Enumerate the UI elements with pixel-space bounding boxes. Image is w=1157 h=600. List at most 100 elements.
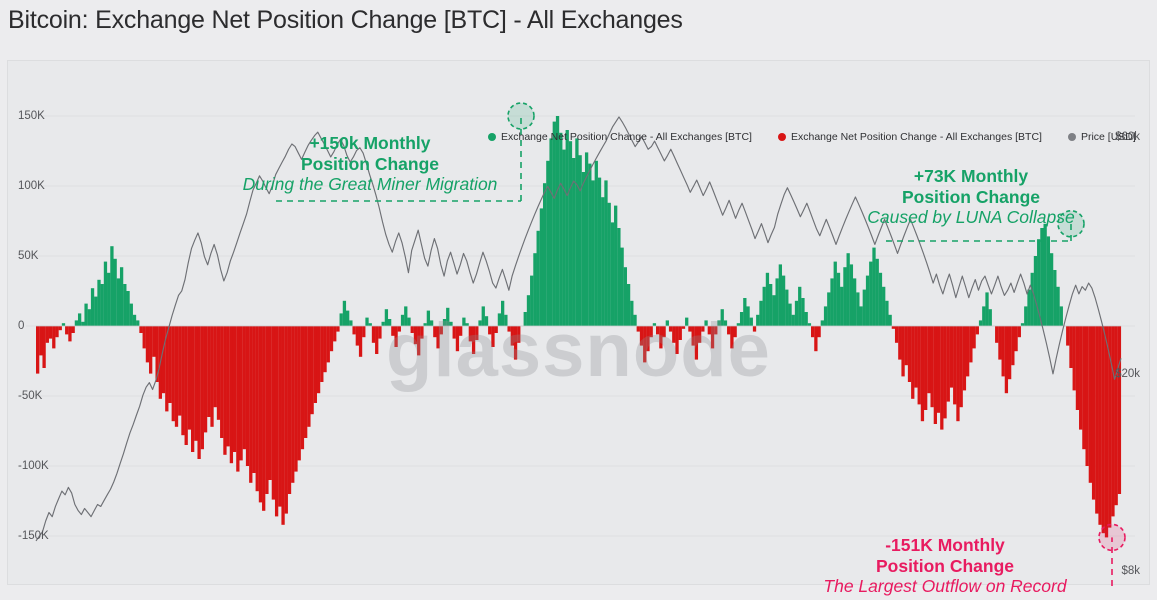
bar [242, 326, 246, 450]
bar [174, 326, 179, 427]
bar [271, 326, 276, 500]
bar [378, 326, 382, 339]
bar [736, 323, 741, 326]
bar [142, 326, 146, 349]
bar [959, 326, 963, 408]
bar [168, 326, 172, 403]
bar [413, 326, 418, 345]
bar [982, 306, 986, 326]
bar [452, 326, 456, 339]
bar [1111, 326, 1115, 517]
bar [391, 326, 395, 336]
bar [536, 230, 540, 326]
bar [368, 323, 372, 326]
bar [184, 326, 188, 445]
bar [975, 326, 979, 335]
bar [862, 289, 866, 326]
legend-item-0[interactable]: Exchange Net Position Change - All Excha… [488, 131, 752, 143]
bar [39, 326, 43, 356]
annotation-line3: The Largest Outflow on Record [823, 576, 1067, 597]
bar [262, 326, 266, 511]
bar [704, 320, 708, 326]
y-axis-tick-left: 150K [18, 110, 45, 122]
bar [417, 326, 421, 356]
bar [869, 261, 873, 326]
bar [610, 222, 615, 326]
bar [384, 309, 389, 326]
bar [126, 291, 130, 326]
y-axis-tick-left: 50K [18, 250, 39, 262]
bar [371, 326, 376, 343]
bar [614, 205, 618, 326]
y-axis-tick-left: -50K [18, 390, 43, 402]
bar [136, 320, 140, 326]
bar [449, 321, 453, 326]
bar [940, 326, 944, 430]
legend-item-1[interactable]: Exchange Net Position Change - All Excha… [777, 131, 1042, 143]
bar [1037, 239, 1041, 326]
y-axis-tick-left: -100K [18, 460, 49, 472]
bar [375, 326, 379, 354]
bar [55, 326, 59, 338]
bar [775, 278, 779, 326]
bar [943, 326, 947, 419]
bar [68, 326, 72, 342]
bar [100, 284, 104, 326]
bar [833, 261, 837, 326]
bar [1072, 326, 1076, 391]
bar [81, 321, 85, 326]
bar [119, 267, 124, 326]
bar [77, 313, 82, 326]
bar [878, 272, 883, 326]
bar [468, 326, 473, 342]
bar [291, 326, 295, 483]
legend-item-2[interactable]: Price [USD] [1067, 131, 1136, 143]
bar [139, 326, 143, 333]
bar [326, 326, 330, 363]
bar [1001, 326, 1005, 377]
bar [949, 326, 954, 388]
bar [507, 326, 511, 332]
bar [478, 320, 482, 326]
bar [933, 326, 938, 424]
bar [426, 310, 431, 326]
bar [316, 326, 321, 394]
bar [210, 326, 214, 427]
bar [71, 326, 75, 333]
bar [956, 326, 960, 422]
bar [404, 306, 408, 326]
bar [572, 158, 576, 326]
annotation-line1: -151K Monthly [885, 535, 1005, 555]
bar [1108, 326, 1112, 528]
annotation-marker-luna-collapse [1057, 210, 1085, 238]
bar [1007, 326, 1012, 380]
bar [1053, 270, 1057, 326]
bar [549, 138, 553, 326]
annotation-marker-largest-outflow [1098, 523, 1126, 552]
bar [459, 326, 463, 336]
bar [1004, 326, 1009, 394]
bar [488, 326, 492, 335]
annotation-line3: During the Great Miner Migration [242, 174, 498, 195]
bar [972, 326, 976, 349]
bar [329, 326, 334, 352]
bar [355, 326, 359, 346]
bar [966, 326, 970, 377]
bar [1079, 326, 1083, 430]
bar [74, 320, 79, 326]
bar [843, 267, 847, 326]
annotation-luna-collapse: +73K Monthly Position Change Caused by LUN… [867, 166, 1075, 229]
bar [245, 326, 250, 466]
bar [1030, 272, 1034, 326]
bar [497, 313, 502, 326]
bar [946, 326, 950, 402]
bar [620, 247, 624, 326]
bar [307, 326, 311, 427]
bar [849, 264, 854, 326]
bar [155, 326, 159, 382]
bar [200, 326, 204, 450]
legend-label: Exchange Net Position Change - All Excha… [790, 131, 1042, 143]
bar [213, 326, 217, 408]
bar [161, 326, 166, 394]
bar [662, 326, 666, 338]
